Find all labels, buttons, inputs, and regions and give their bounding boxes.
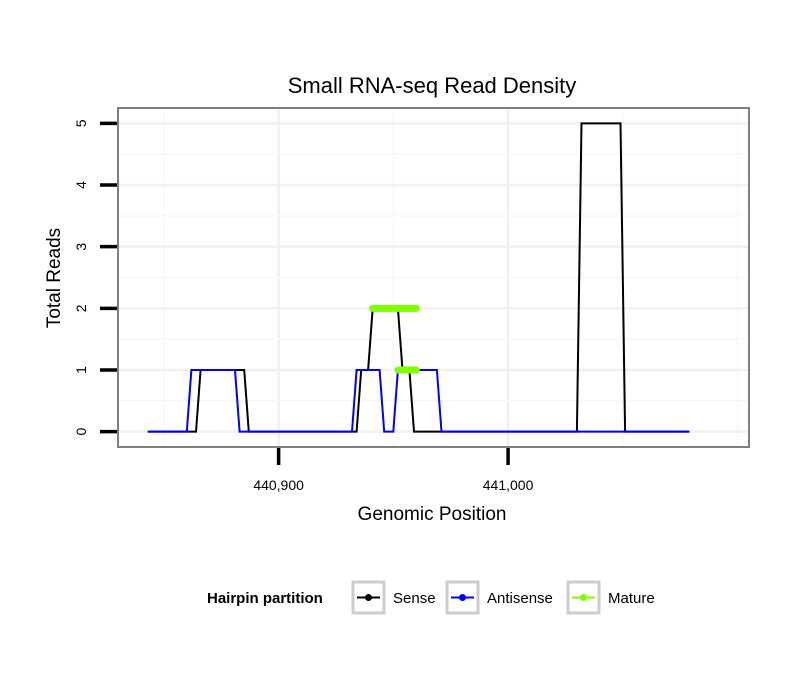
antisense-legend-dot [459, 594, 466, 601]
y-axis: 0 1 2 3 4 5 [73, 119, 117, 435]
sense-legend-label: Sense [393, 590, 436, 607]
y-axis-title: Total Reads [44, 228, 65, 328]
x-tick-label: 440,900 [253, 477, 304, 493]
x-axis: 440,900 441,000 [253, 448, 534, 493]
y-tick-label: 5 [73, 119, 89, 127]
y-tick-label: 3 [73, 243, 89, 251]
y-tick-label: 2 [73, 304, 89, 312]
antisense-series-line [147, 369, 690, 433]
sense-legend-dot [365, 594, 372, 601]
legend-entries: Sense Antisense Mature [351, 580, 655, 615]
y-tick-label: 0 [73, 427, 89, 435]
series-layer [147, 122, 690, 433]
chart-title: Small RNA-seq Read Density [288, 73, 577, 98]
legend-title: Hairpin partition [207, 590, 323, 607]
y-tick-label: 4 [73, 181, 89, 189]
antisense-legend-label: Antisense [487, 590, 553, 607]
mature-legend-label: Mature [608, 590, 655, 607]
plot-panel [117, 107, 750, 448]
x-axis-title: Genomic Position [358, 504, 507, 525]
y-tick-label: 1 [73, 366, 89, 374]
mature-legend-dot [580, 594, 587, 601]
panel-border [117, 107, 750, 448]
x-tick-label: 441,000 [483, 477, 534, 493]
legend: Hairpin partition Sense Antisense Mature [207, 580, 655, 615]
